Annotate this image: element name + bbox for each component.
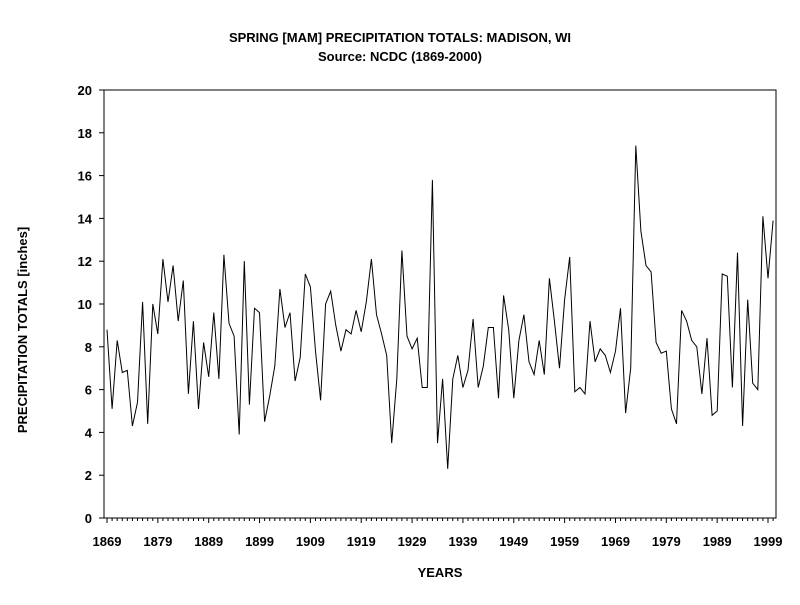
x-tick-label: 1899 [245,534,274,549]
y-tick-label: 8 [85,340,92,355]
x-tick-label: 1979 [652,534,681,549]
y-tick-label: 18 [78,126,92,141]
x-tick-label: 1949 [499,534,528,549]
y-tick-label: 20 [78,83,92,98]
y-tick-label: 6 [85,383,92,398]
y-tick-label: 10 [78,297,92,312]
chart-subtitle: Source: NCDC (1869-2000) [318,49,482,64]
series-line [107,146,773,469]
y-tick-label: 16 [78,169,92,184]
y-tick-label: 4 [85,425,93,440]
plot-area [104,90,776,518]
data-points [107,146,773,469]
x-tick-label: 1939 [448,534,477,549]
y-tick-label: 2 [85,468,92,483]
x-tick-label: 1959 [550,534,579,549]
y-tick-label: 12 [78,254,92,269]
x-tick-label: 1919 [347,534,376,549]
x-tick-label: 1889 [194,534,223,549]
y-tick-label: 0 [85,511,92,526]
x-tick-label: 1869 [93,534,122,549]
x-tick-label: 1879 [143,534,172,549]
y-tick-label: 14 [78,211,93,226]
chart-title: SPRING [MAM] PRECIPITATION TOTALS: MADIS… [229,30,571,45]
x-tick-label: 1969 [601,534,630,549]
x-tick-label: 1909 [296,534,325,549]
x-tick-label: 1989 [703,534,732,549]
x-tick-label: 1929 [398,534,427,549]
x-axis-label: YEARS [418,565,463,580]
x-tick-label: 1999 [754,534,783,549]
y-axis-label: PRECIPITATION TOTALS [inches] [15,227,30,433]
